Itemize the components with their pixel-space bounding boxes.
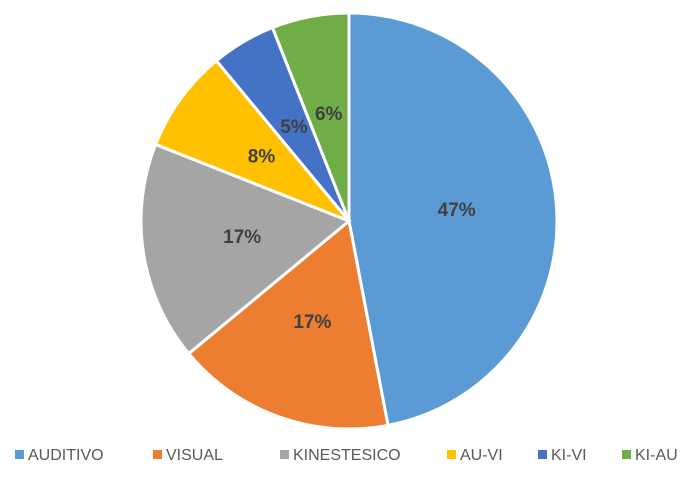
legend-label: AUDITIVO [28, 447, 104, 464]
legend-label: KI-AU [635, 447, 678, 464]
legend-swatch [153, 450, 162, 459]
pie-slice [347, 11, 559, 428]
data-label: 17% [223, 227, 261, 248]
legend-label: KINESTESICO [293, 447, 401, 464]
legend-label: KI-VI [551, 447, 587, 464]
legend-swatch [15, 450, 24, 459]
legend-swatch [622, 450, 631, 459]
legend-swatch [280, 450, 289, 459]
data-label: 6% [315, 104, 343, 125]
data-label: 17% [293, 312, 331, 333]
pie-slice [153, 58, 351, 223]
data-label: 47% [438, 200, 476, 221]
legend-label: AU-VI [460, 447, 503, 464]
pie-slice [270, 11, 351, 222]
data-label: 8% [248, 146, 276, 167]
pie-slice [186, 218, 390, 431]
legend-label: VISUAL [166, 447, 223, 464]
legend-swatch [538, 450, 547, 459]
legend-swatch [447, 450, 456, 459]
data-label: 5% [280, 117, 308, 138]
pie-slice [139, 142, 352, 356]
